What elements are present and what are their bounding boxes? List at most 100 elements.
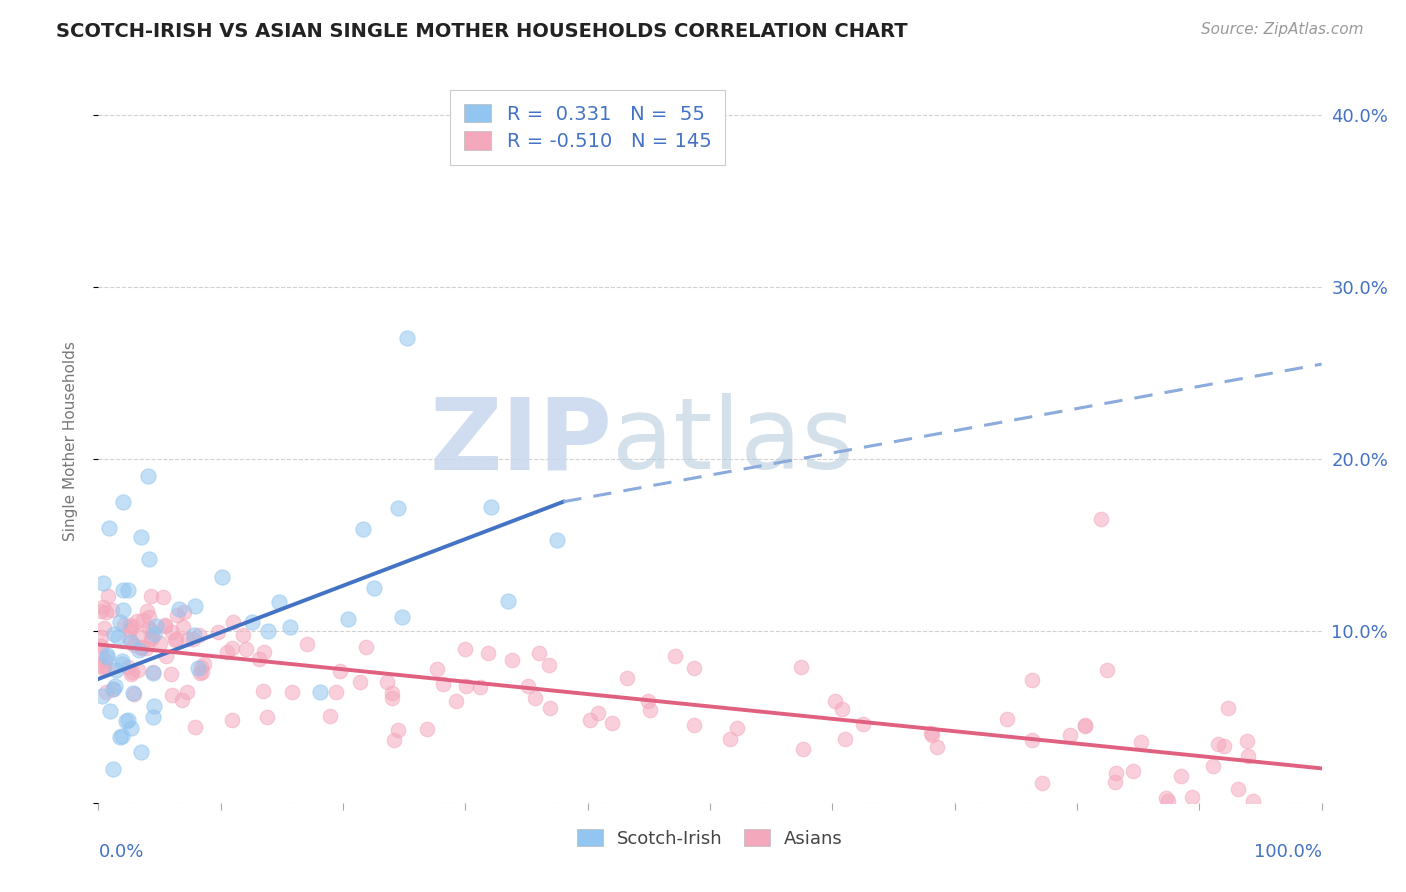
- Point: [387, 723, 409, 737]
- Point: [160, 688, 183, 702]
- Point: [252, 683, 274, 698]
- Point: [118, 623, 141, 637]
- Point: [103, 627, 125, 641]
- Point: [122, 638, 145, 652]
- Point: [329, 665, 352, 679]
- Point: [93, 659, 115, 673]
- Point: [600, 716, 623, 731]
- Point: [391, 609, 413, 624]
- Point: [138, 609, 160, 624]
- Point: [90, 639, 112, 653]
- Point: [792, 741, 814, 756]
- Point: [120, 667, 142, 681]
- Point: [1181, 789, 1204, 804]
- Point: [640, 703, 662, 717]
- Point: [141, 624, 163, 639]
- Point: [122, 686, 145, 700]
- Point: [537, 658, 560, 673]
- Point: [193, 657, 215, 671]
- Point: [586, 706, 609, 720]
- Point: [183, 720, 205, 734]
- Point: [579, 713, 602, 727]
- Point: [925, 740, 948, 755]
- Point: [127, 664, 149, 678]
- Point: [103, 682, 125, 697]
- Point: [115, 714, 138, 728]
- Point: [108, 615, 131, 629]
- Point: [456, 680, 478, 694]
- Point: [111, 657, 134, 672]
- Point: [683, 718, 706, 732]
- Point: [920, 725, 942, 739]
- Point: [96, 650, 118, 665]
- Point: [1170, 769, 1192, 783]
- Point: [221, 641, 243, 656]
- Point: [337, 612, 360, 626]
- Point: [247, 652, 270, 666]
- Point: [616, 672, 638, 686]
- Point: [1208, 737, 1230, 751]
- Point: [183, 627, 205, 641]
- Point: [141, 630, 163, 644]
- Point: [169, 602, 191, 616]
- Point: [446, 693, 468, 707]
- Point: [128, 628, 150, 642]
- Point: [104, 679, 127, 693]
- Point: [190, 659, 212, 673]
- Point: [160, 667, 183, 681]
- Point: [108, 730, 131, 744]
- Point: [117, 713, 139, 727]
- Point: [349, 675, 371, 690]
- Point: [93, 661, 115, 675]
- Point: [546, 533, 568, 547]
- Point: [111, 654, 134, 668]
- Point: [834, 731, 856, 746]
- Point: [93, 621, 115, 635]
- Point: [142, 665, 165, 679]
- Point: [121, 620, 143, 634]
- Point: [173, 605, 195, 619]
- Point: [172, 620, 194, 634]
- Point: [132, 613, 155, 627]
- Point: [325, 685, 347, 699]
- Point: [269, 594, 291, 608]
- Point: [170, 693, 193, 707]
- Point: [527, 647, 550, 661]
- Point: [207, 624, 229, 639]
- Point: [96, 590, 118, 604]
- Point: [112, 603, 135, 617]
- Point: [256, 710, 278, 724]
- Point: [1241, 794, 1264, 808]
- Point: [91, 689, 114, 703]
- Point: [120, 635, 142, 649]
- Point: [125, 615, 148, 629]
- Point: [142, 709, 165, 723]
- Point: [1227, 782, 1250, 797]
- Legend: Scotch-Irish, Asians: Scotch-Irish, Asians: [569, 822, 851, 855]
- Point: [387, 501, 409, 516]
- Point: [221, 714, 243, 728]
- Point: [1156, 794, 1178, 808]
- Point: [1104, 774, 1126, 789]
- Point: [240, 615, 263, 629]
- Point: [1212, 739, 1234, 753]
- Point: [1074, 718, 1097, 732]
- Point: [111, 494, 134, 508]
- Text: 100.0%: 100.0%: [1254, 843, 1322, 861]
- Point: [318, 708, 340, 723]
- Point: [190, 665, 212, 680]
- Point: [117, 660, 139, 674]
- Point: [188, 665, 211, 680]
- Point: [153, 619, 176, 633]
- Point: [683, 661, 706, 675]
- Point: [232, 627, 254, 641]
- Point: [538, 701, 561, 715]
- Point: [281, 684, 304, 698]
- Point: [352, 522, 374, 536]
- Point: [135, 641, 157, 656]
- Point: [1090, 512, 1112, 526]
- Point: [718, 731, 741, 746]
- Point: [105, 664, 128, 678]
- Point: [128, 643, 150, 657]
- Point: [725, 721, 748, 735]
